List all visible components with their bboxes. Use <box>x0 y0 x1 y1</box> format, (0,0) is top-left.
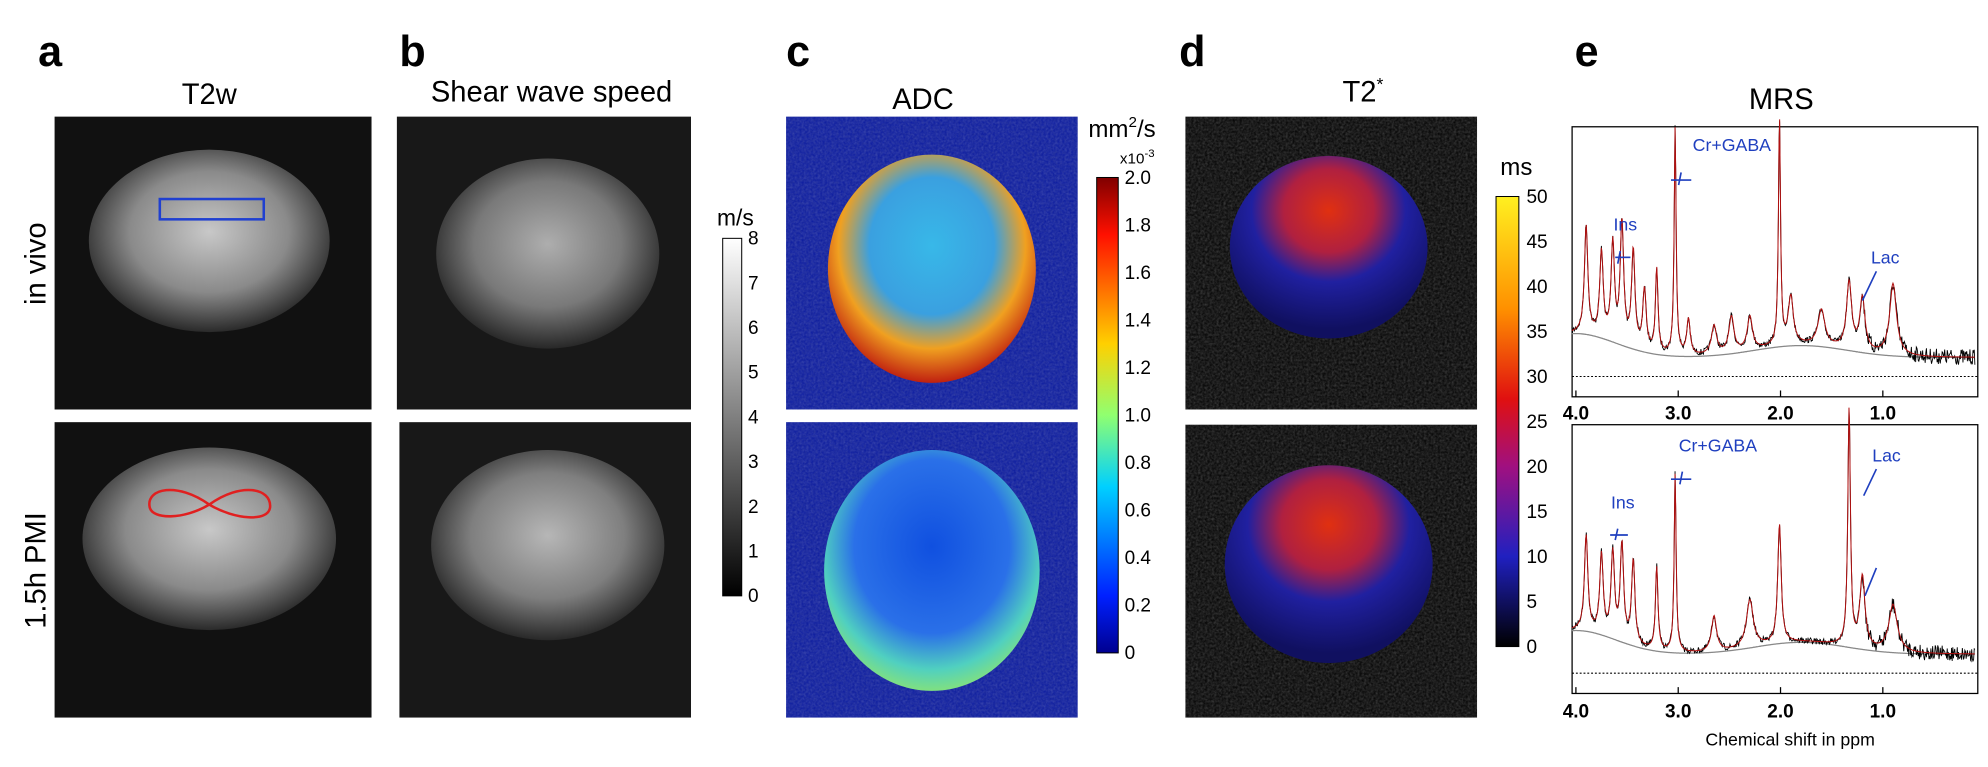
colorbar-tick-label: 0 <box>748 586 759 607</box>
colorbar-tick-label: 1.2 <box>1125 358 1151 379</box>
x-axis-label: Chemical shift in ppm <box>1705 729 1875 749</box>
colorbar-tick-label: 0 <box>1125 643 1136 664</box>
unit-sup: 2 <box>1129 114 1137 131</box>
unit: mm <box>1088 116 1128 143</box>
images <box>54 116 1979 718</box>
x-tick-label: 2.0 <box>1767 404 1793 425</box>
brain <box>824 450 1040 691</box>
annotation-line <box>1864 567 1878 597</box>
baseline-curve <box>1571 333 1975 359</box>
annotation-line <box>1677 172 1682 186</box>
colorbar-tick-label: 3 <box>748 452 759 473</box>
roi <box>158 197 266 221</box>
brain <box>1224 465 1433 664</box>
x-tick-label: 2.0 <box>1767 702 1793 723</box>
panel-letter: b <box>399 28 425 76</box>
x-tick-label: 3.0 <box>1665 404 1691 425</box>
colorbar-tick-label: 1.8 <box>1125 215 1151 236</box>
colorbar-tick-label: 0 <box>1526 637 1537 658</box>
x-tick-label: 1.0 <box>1870 404 1896 425</box>
colorbar-tick-label: 10 <box>1526 547 1547 568</box>
panel-title: T2* <box>1342 74 1383 108</box>
colorbar-unit: mm2/s <box>1088 114 1155 143</box>
brain <box>436 158 660 349</box>
roi <box>148 488 272 519</box>
annotation-line <box>1679 471 1684 485</box>
colorbar-tick-label: 50 <box>1526 187 1547 208</box>
colorbar-tick-label: 30 <box>1526 367 1547 388</box>
row-label: in vivo <box>21 222 53 305</box>
colorbar-tick-label: 1.0 <box>1125 406 1151 427</box>
colorbar-tick-label: 8 <box>748 229 759 250</box>
colorbar <box>1495 195 1520 648</box>
scale: x10 <box>1120 151 1145 168</box>
annotation-line <box>1616 250 1622 264</box>
brain <box>1229 155 1428 339</box>
colorbar-tick-label: 0.2 <box>1125 596 1151 617</box>
annotation-line <box>1862 468 1878 497</box>
colorbar-tick-label: 5 <box>1526 592 1537 613</box>
x-tick-label: 3.0 <box>1665 702 1691 723</box>
x-tick-label: 1.0 <box>1870 702 1896 723</box>
colorbar <box>722 237 743 597</box>
annotation-line <box>1861 270 1878 301</box>
x-tick-label: 4.0 <box>1563 702 1589 723</box>
colorbar-unit: m/s <box>717 205 754 231</box>
brain <box>431 450 665 641</box>
annotation-line <box>1614 528 1619 541</box>
colorbar-tick-label: 0.4 <box>1125 548 1152 569</box>
colorbar-tick-label: 4 <box>748 407 759 428</box>
colorbar-tick-label: 2 <box>748 497 759 518</box>
title-text: T2 <box>1342 76 1376 108</box>
colorbar <box>1096 176 1119 654</box>
colorbar-tick-label: 1.6 <box>1125 263 1151 284</box>
colorbar-tick-label: 1 <box>748 542 759 563</box>
colorbar-tick-label: 0.8 <box>1125 453 1151 474</box>
panel-letter: e <box>1575 28 1599 76</box>
panel-title: T2w <box>182 79 238 111</box>
panel-title: Shear wave speed <box>431 76 672 108</box>
peak-annotation: Cr+GABA <box>1679 435 1758 455</box>
peak-annotation: Cr+GABA <box>1693 135 1772 155</box>
brain <box>88 149 330 333</box>
peak-annotation: Ins <box>1611 492 1635 512</box>
panel-letter: c <box>786 28 810 76</box>
colorbar-tick-label: 7 <box>748 273 759 294</box>
colorbar-scale: x10-3 <box>1120 148 1155 167</box>
colorbar-unit: ms <box>1500 154 1532 181</box>
colorbar-tick-label: 20 <box>1526 457 1547 478</box>
peak-annotation: Lac <box>1871 248 1900 268</box>
peak-annotation: Ins <box>1614 215 1638 235</box>
colorbar-tick-label: 0.6 <box>1125 501 1151 522</box>
peak-annotation: Lac <box>1872 445 1901 465</box>
panel-letter: d <box>1179 28 1205 76</box>
plot-frame <box>1571 126 1979 398</box>
colorbar-tick-label: 45 <box>1526 232 1547 253</box>
colorbar-tick-label: 40 <box>1526 277 1547 298</box>
brain <box>82 447 337 631</box>
fit-curve <box>1571 407 1975 655</box>
panel-letter: a <box>38 28 63 76</box>
unit: /s <box>1137 116 1156 143</box>
brain <box>827 154 1036 383</box>
baseline-curve <box>1571 629 1975 655</box>
scale-sup: -3 <box>1144 148 1154 160</box>
colorbar-tick-label: 1.4 <box>1125 310 1152 331</box>
colorbar-tick-label: 6 <box>748 318 759 339</box>
x-tick-label: 4.0 <box>1563 404 1589 425</box>
colorbar-tick-label: 2.0 <box>1125 168 1151 189</box>
panel-title: ADC <box>892 84 954 116</box>
row-label: 1.5h PMI <box>21 512 53 629</box>
colorbar-tick-label: 5 <box>748 363 759 384</box>
colorbar-tick-label: 15 <box>1526 502 1547 523</box>
fit-curve <box>1571 119 1975 358</box>
panel-title: MRS <box>1749 84 1814 116</box>
title-sup: * <box>1376 74 1383 94</box>
colorbar-tick-label: 35 <box>1526 322 1547 343</box>
colorbar-tick-label: 25 <box>1526 412 1547 433</box>
